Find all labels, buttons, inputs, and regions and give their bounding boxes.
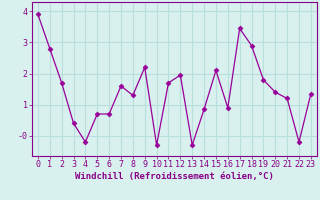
X-axis label: Windchill (Refroidissement éolien,°C): Windchill (Refroidissement éolien,°C) [75,172,274,181]
